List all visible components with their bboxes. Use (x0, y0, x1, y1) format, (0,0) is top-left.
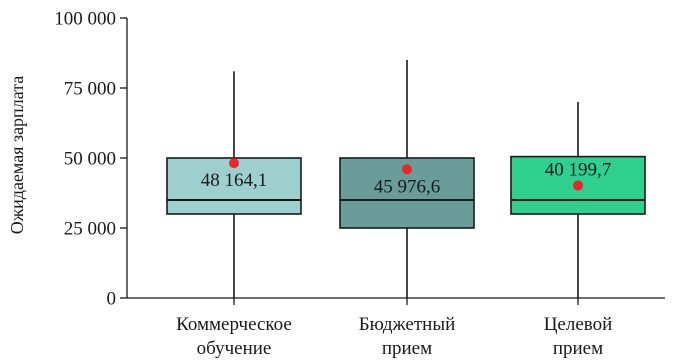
x-axis: Коммерческое обучение Бюджетный прием Целево… (127, 297, 665, 359)
x-category-label: прием (382, 338, 432, 359)
x-category-label: обучение (197, 338, 272, 359)
box-group: 48 164,1 (166, 71, 302, 298)
box-group: 40 199,7 (510, 102, 646, 298)
y-tick-label: 50 000 (64, 149, 116, 170)
mean-value-label: 40 199,7 (545, 159, 612, 180)
y-tick-label: 25 000 (64, 219, 116, 240)
mean-value-label: 48 164,1 (201, 170, 268, 191)
y-axis-label: Ожидаемая зарплата (7, 76, 27, 235)
iqr-box (339, 157, 475, 229)
y-tick-label: 75 000 (64, 79, 116, 100)
y-tick-label: 100 000 (54, 9, 116, 30)
mean-marker (402, 164, 412, 175)
y-axis: 0 25 000 50 000 75 000 100 000 (54, 9, 128, 310)
x-category-label: прием (553, 338, 603, 359)
plot-area: 48 164,1 45 976,6 40 199,7 (166, 60, 646, 298)
mean-value-label: 45 976,6 (374, 176, 441, 197)
x-category-label: Коммерческое (176, 314, 292, 335)
x-category-label: Бюджетный (359, 314, 456, 335)
y-tick-label: 0 (107, 289, 117, 310)
mean-marker (229, 158, 239, 169)
mean-marker (573, 180, 583, 191)
box-group: 45 976,6 (339, 60, 475, 298)
x-category-label: Целевой (544, 314, 613, 335)
